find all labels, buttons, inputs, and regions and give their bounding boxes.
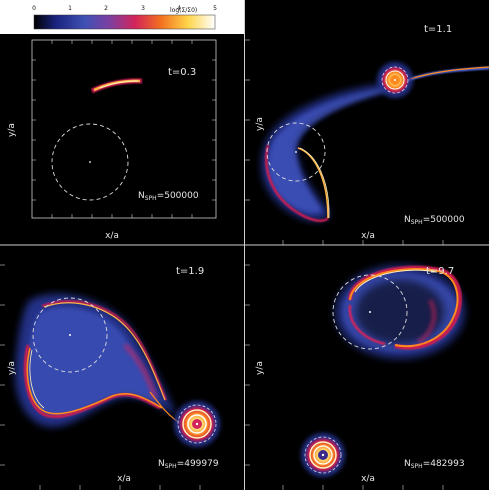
colorbar-gradient xyxy=(33,14,216,30)
colorbar-tick-4: 4 xyxy=(177,5,181,12)
y-axis-label: y/a xyxy=(255,117,265,131)
debris-envelope xyxy=(15,294,183,427)
black-hole xyxy=(89,161,91,163)
particle-count: NSPH=500000 xyxy=(404,215,465,226)
accretion-disc xyxy=(174,401,220,447)
tidal-radius-circle xyxy=(266,122,326,182)
colorbar-title: log(Σ/Σ0) xyxy=(170,7,197,14)
black-hole xyxy=(69,334,71,336)
colorbar-tick-2: 2 xyxy=(104,5,108,12)
gas-stream xyxy=(90,78,143,94)
accretion-disc xyxy=(301,433,345,477)
y-axis-label: y/a xyxy=(7,361,17,375)
colorbar-tick-0: 0 xyxy=(32,5,36,12)
accretion-disc xyxy=(377,62,413,98)
debris-envelope xyxy=(335,265,465,359)
colorbar-tick-1: 1 xyxy=(68,5,72,12)
time-label: t=1.1 xyxy=(424,24,452,35)
x-axis-label: x/a xyxy=(105,231,119,241)
panel-2: t=1.1 NSPH=500000 x/a y/a xyxy=(245,24,489,245)
y-axis-label: y/a xyxy=(7,123,17,137)
x-axis-label: x/a xyxy=(361,474,375,484)
panel-1: log(Σ/Σ0) 0 1 2 3 4 5 t=0.3 NSPH=500000 … xyxy=(0,0,244,241)
particle-count: NSPH=482993 xyxy=(404,459,465,470)
x-axis-label: x/a xyxy=(117,474,131,484)
colorbar-tick-5: 5 xyxy=(213,5,217,12)
colorbar: log(Σ/Σ0) 0 1 2 3 4 5 xyxy=(0,0,244,34)
particle-count: NSPH=500000 xyxy=(138,191,199,202)
debris-envelope xyxy=(261,66,489,223)
black-hole xyxy=(369,311,371,313)
particle-count: NSPH=499979 xyxy=(158,459,219,470)
x-axis-label: x/a xyxy=(361,231,375,241)
colorbar-tick-3: 3 xyxy=(141,5,145,12)
panel-4: t=9.7 NSPH=482993 x/a y/a xyxy=(245,264,465,490)
tidal-radius-circle xyxy=(32,297,108,373)
time-label: t=1.9 xyxy=(176,266,204,277)
tidal-radius-circle xyxy=(332,274,408,350)
black-hole xyxy=(295,151,297,153)
y-axis-label: y/a xyxy=(255,361,265,375)
time-label: t=0.3 xyxy=(168,67,196,78)
tidal-radius-circle xyxy=(51,123,129,201)
time-label: t=9.7 xyxy=(426,266,454,277)
panel-3: t=1.9 NSPH=499979 x/a y/a xyxy=(0,264,220,490)
